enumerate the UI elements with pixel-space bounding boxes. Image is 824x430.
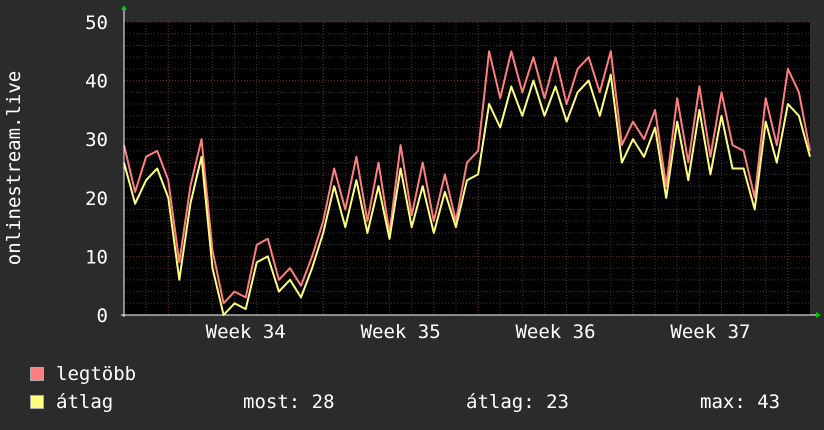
y-tick-label: 10 xyxy=(85,246,108,268)
stat-avg: átlag: 23 xyxy=(466,391,569,413)
grid xyxy=(124,21,810,315)
legend-item-max: legtöbb xyxy=(30,363,136,385)
series-line-ff7f7f xyxy=(123,50,811,305)
series-line-ffff7f xyxy=(123,73,811,316)
axes: 0 10 20 30 40 50 Week 34 Week 35 Week 36 Week 37 xyxy=(85,5,821,343)
y-axis-arrow xyxy=(121,5,127,10)
stat-now: most: 28 xyxy=(243,391,335,413)
x-axis-arrow xyxy=(816,312,821,318)
x-tick-label: Week 35 xyxy=(361,321,441,343)
plot-area xyxy=(124,22,810,315)
legend-item-avg: átlag xyxy=(30,391,113,413)
x-tick-label: Week 37 xyxy=(670,321,750,343)
series-lines xyxy=(123,50,811,316)
y-axis-label: onlinestream.live xyxy=(3,71,25,265)
x-tick-label: Week 34 xyxy=(206,321,286,343)
stat-max: max: 43 xyxy=(700,391,781,413)
y-tick-label: 30 xyxy=(85,129,108,151)
legend-label-avg: átlag xyxy=(56,391,114,413)
legend-swatch-max xyxy=(30,367,44,381)
y-tick-label: 0 xyxy=(97,305,108,327)
y-tick-label: 50 xyxy=(85,12,108,34)
y-tick-label: 20 xyxy=(85,188,108,210)
legend-swatch-avg xyxy=(30,395,44,409)
legend-label-max: legtöbb xyxy=(56,363,137,385)
x-tick-label: Week 36 xyxy=(515,321,595,343)
y-tick-label: 40 xyxy=(85,71,108,93)
